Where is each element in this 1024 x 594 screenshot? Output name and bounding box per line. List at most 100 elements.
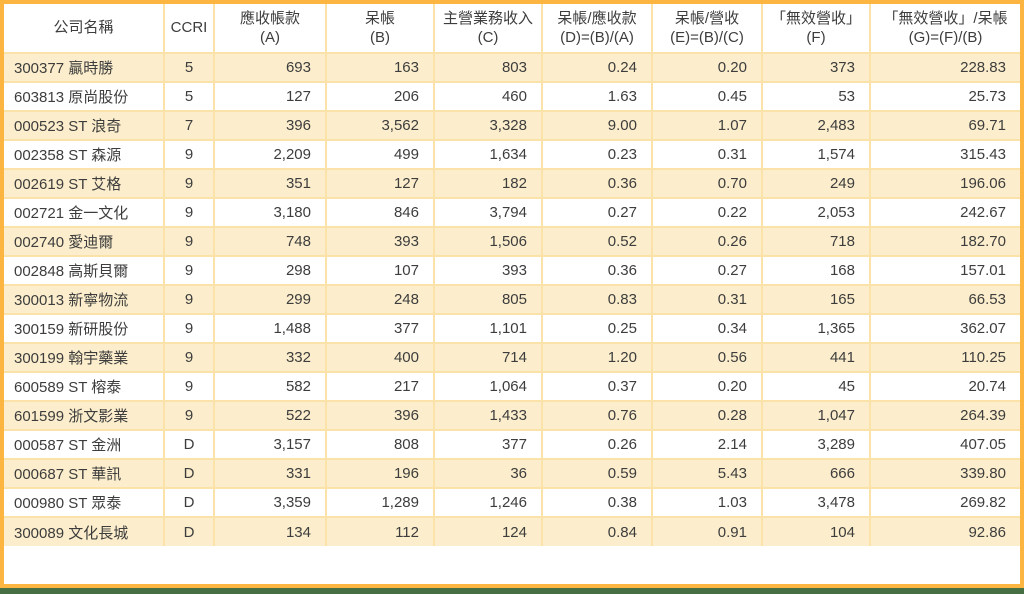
company-cell: 000980 ST 眾泰	[4, 487, 165, 518]
ccri-cell: 9	[163, 371, 215, 402]
column-formula: (G)=(F)/(B)	[908, 29, 983, 46]
value-cell: 441	[761, 342, 871, 373]
column-header-9: 「無效營收」/呆帳 (G)=(F)/(B)	[869, 4, 1020, 54]
value-cell: 45	[761, 371, 871, 402]
company-cell: 300089 文化長城	[4, 516, 165, 546]
company-cell: 600589 ST 榕泰	[4, 371, 165, 402]
ccri-cell: D	[163, 429, 215, 460]
value-cell: 248	[325, 284, 435, 315]
table-row: 002358 ST 森源 9 2,209 499 1,634 0.23 0.31 1,574 3…	[4, 139, 1020, 170]
column-title: 呆帳/營收	[674, 9, 740, 27]
ccri-cell: 9	[163, 342, 215, 373]
company-cell: 603813 原尚股份	[4, 81, 165, 112]
value-cell: 0.23	[541, 139, 653, 170]
company-cell: 300013 新寧物流	[4, 284, 165, 315]
value-cell: 0.26	[651, 226, 763, 257]
value-cell: 3,328	[433, 110, 543, 141]
table-row: 601599 浙文影業 9 522 396 1,433 0.76 0.28 1,047 264.…	[4, 400, 1020, 431]
value-cell: 69.71	[869, 110, 1020, 141]
ccri-cell: 9	[163, 284, 215, 315]
company-cell: 000687 ST 華訊	[4, 458, 165, 489]
value-cell: 217	[325, 371, 435, 402]
table-row: 300013 新寧物流 9 299 248 805 0.83 0.31 165 66.53	[4, 284, 1020, 315]
value-cell: 1.63	[541, 81, 653, 112]
company-cell: 002848 高斯貝爾	[4, 255, 165, 286]
value-cell: 0.56	[651, 342, 763, 373]
table-row: 002848 高斯貝爾 9 298 107 393 0.36 0.27 168 157.01	[4, 255, 1020, 286]
value-cell: 0.25	[541, 313, 653, 344]
value-cell: 206	[325, 81, 435, 112]
value-cell: 1,433	[433, 400, 543, 431]
value-cell: 331	[213, 458, 327, 489]
ccri-cell: 9	[163, 400, 215, 431]
value-cell: 168	[761, 255, 871, 286]
value-cell: 110.25	[869, 342, 1020, 373]
value-cell: 3,289	[761, 429, 871, 460]
column-formula: (A)	[260, 29, 280, 46]
value-cell: 104	[761, 516, 871, 546]
value-cell: 0.52	[541, 226, 653, 257]
value-cell: 127	[213, 81, 327, 112]
table-row: 000587 ST 金洲 D 3,157 808 377 0.26 2.14 3,289 407…	[4, 429, 1020, 460]
table-row: 300377 贏時勝 5 693 163 803 0.24 0.20 373 228.83	[4, 52, 1020, 83]
column-title: 「無效營收」/呆帳	[883, 9, 1008, 27]
value-cell: 1.07	[651, 110, 763, 141]
value-cell: 1,101	[433, 313, 543, 344]
value-cell: 66.53	[869, 284, 1020, 315]
value-cell: 242.67	[869, 197, 1020, 228]
value-cell: 0.27	[541, 197, 653, 228]
column-title: 呆帳	[364, 9, 395, 27]
value-cell: 0.76	[541, 400, 653, 431]
table-row: 002740 愛迪爾 9 748 393 1,506 0.52 0.26 718 182.70	[4, 226, 1020, 257]
value-cell: 2,483	[761, 110, 871, 141]
value-cell: 2,053	[761, 197, 871, 228]
value-cell: 1,246	[433, 487, 543, 518]
value-cell: 351	[213, 168, 327, 199]
value-cell: 228.83	[869, 52, 1020, 83]
ccri-cell: 9	[163, 255, 215, 286]
table-row: 300089 文化長城 D 134 112 124 0.84 0.91 104 92.86	[4, 516, 1020, 546]
value-cell: 396	[325, 400, 435, 431]
value-cell: 163	[325, 52, 435, 83]
table-row: 600589 ST 榕泰 9 582 217 1,064 0.37 0.20 45 20.74	[4, 371, 1020, 402]
value-cell: 1,289	[325, 487, 435, 518]
column-title: 公司名稱	[53, 19, 114, 37]
table-row: 000980 ST 眾泰 D 3,359 1,289 1,246 0.38 1.03 3,47…	[4, 487, 1020, 518]
company-cell: 300159 新研股份	[4, 313, 165, 344]
ccri-cell: 5	[163, 52, 215, 83]
value-cell: 112	[325, 516, 435, 546]
value-cell: 53	[761, 81, 871, 112]
column-formula: (F)	[806, 29, 826, 46]
table-row: 300159 新研股份 9 1,488 377 1,101 0.25 0.34 1,365 36…	[4, 313, 1020, 344]
table-row: 603813 原尚股份 5 127 206 460 1.63 0.45 53 25.73	[4, 81, 1020, 112]
ccri-cell: 9	[163, 226, 215, 257]
value-cell: 1,574	[761, 139, 871, 170]
company-cell: 002358 ST 森源	[4, 139, 165, 170]
value-cell: 5.43	[651, 458, 763, 489]
value-cell: 377	[433, 429, 543, 460]
value-cell: 25.73	[869, 81, 1020, 112]
value-cell: 373	[761, 52, 871, 83]
value-cell: 0.31	[651, 284, 763, 315]
bottom-green-bar	[0, 588, 1024, 594]
ccri-cell: D	[163, 487, 215, 518]
table-header: 公司名稱 CCRI 應收帳款 (A) 呆帳 (B) 主營業務收入 (C) 呆帳/應收款 (D)=(…	[4, 4, 1020, 54]
value-cell: 393	[325, 226, 435, 257]
company-cell: 002721 金一文化	[4, 197, 165, 228]
header-row: 公司名稱 CCRI 應收帳款 (A) 呆帳 (B) 主營業務收入 (C) 呆帳/應收款 (D)=(…	[4, 4, 1020, 54]
ccri-cell: 9	[163, 197, 215, 228]
value-cell: 157.01	[869, 255, 1020, 286]
column-header-4: 呆帳 (B)	[325, 4, 435, 54]
table-row: 002721 金一文化 9 3,180 846 3,794 0.27 0.22 2,053 24…	[4, 197, 1020, 228]
column-header-3: 應收帳款 (A)	[213, 4, 327, 54]
column-header-5: 主營業務收入 (C)	[433, 4, 543, 54]
value-cell: 298	[213, 255, 327, 286]
value-cell: 9.00	[541, 110, 653, 141]
value-cell: 0.70	[651, 168, 763, 199]
table-row: 000523 ST 浪奇 7 396 3,562 3,328 9.00 1.07 2,483 6…	[4, 110, 1020, 141]
value-cell: 846	[325, 197, 435, 228]
value-cell: 0.45	[651, 81, 763, 112]
ccri-cell: 9	[163, 168, 215, 199]
value-cell: 264.39	[869, 400, 1020, 431]
column-header-8: 「無效營收」 (F)	[761, 4, 871, 54]
